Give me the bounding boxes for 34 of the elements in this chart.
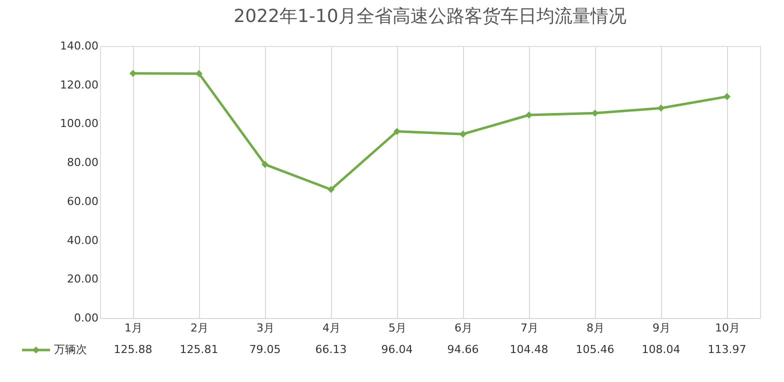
- point: [327, 186, 335, 194]
- y-tick-label: 20.00: [67, 272, 98, 286]
- data-label: 94.66: [447, 343, 479, 356]
- x-tick-label: 10月: [715, 322, 740, 334]
- point: [723, 93, 731, 100]
- y-tick-label: 80.00: [67, 156, 98, 170]
- legend-label: 万辆次: [54, 343, 87, 356]
- data-label: 113.97: [708, 343, 746, 356]
- y-tick-label: 40.00: [67, 234, 98, 247]
- point: [657, 104, 665, 112]
- x-tick-label: 3月: [256, 322, 274, 334]
- data-label: 105.46: [576, 343, 614, 356]
- data-label: 125.81: [180, 343, 218, 356]
- y-tick-label: 100.00: [60, 117, 98, 130]
- x-tick-label: 4月: [322, 322, 340, 334]
- data-label: 104.48: [510, 343, 548, 356]
- point: [261, 160, 269, 168]
- chart-title: 2022年1-10月全省高速公路客货车日均流量情况: [234, 6, 626, 27]
- data-label: 108.04: [642, 343, 680, 356]
- data-label: 96.04: [381, 343, 413, 356]
- data-label: 125.88: [114, 343, 152, 356]
- data-label: 79.05: [249, 343, 281, 356]
- x-tick-label: 2月: [190, 322, 208, 334]
- x-tick-label: 7月: [520, 322, 538, 334]
- data-label: 66.13: [315, 343, 347, 356]
- x-tick-label: 1月: [124, 322, 142, 334]
- y-tick-label: 0.00: [74, 312, 98, 324]
- x-tick-label: 9月: [652, 322, 670, 334]
- x-tick-label: 5月: [388, 322, 406, 334]
- y-tick-label: 120.00: [60, 78, 98, 92]
- y-tick-label: 60.00: [67, 194, 98, 208]
- y-tick-label: 140.00: [60, 40, 98, 52]
- x-tick-label: 8月: [586, 322, 604, 334]
- x-tick-label: 6月: [454, 322, 472, 334]
